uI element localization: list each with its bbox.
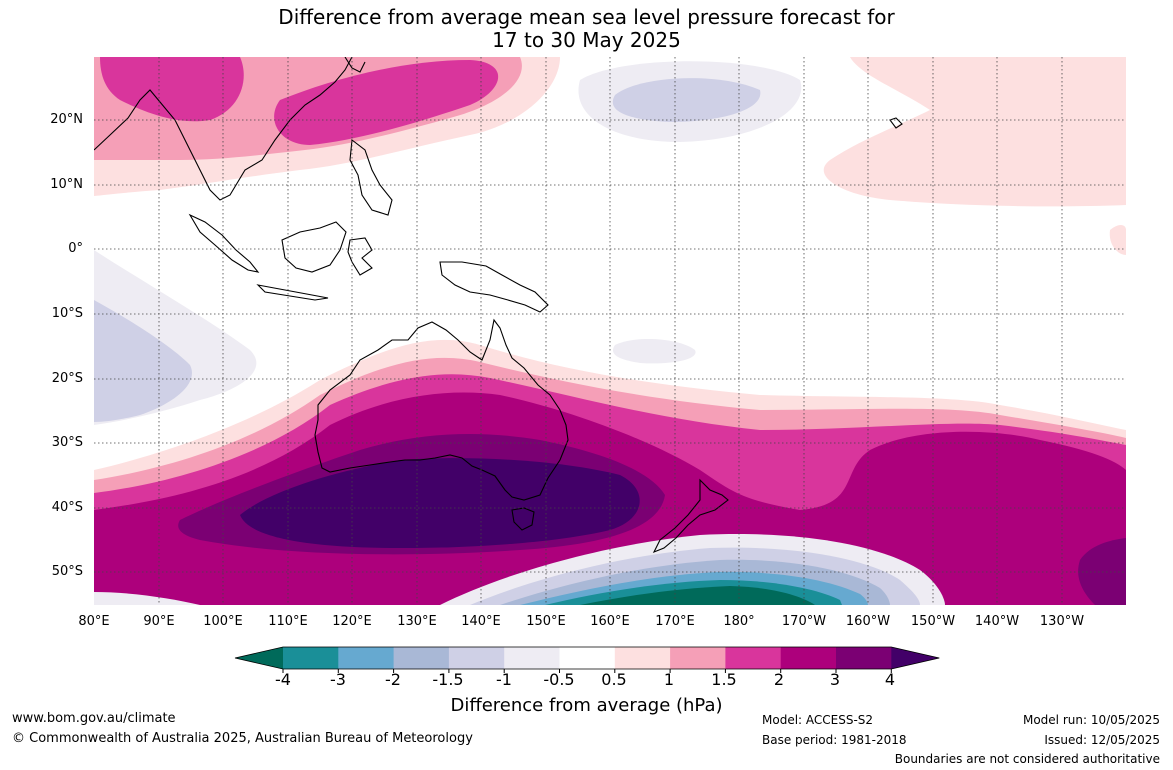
lon-label: 140°W <box>974 614 1020 629</box>
disclaimer-text: Boundaries are not considered authoritat… <box>894 752 1160 766</box>
lat-label-40s: 40°S <box>51 500 83 515</box>
lat-label-50s: 50°S <box>51 564 83 579</box>
lon-label: 100°E <box>203 614 243 629</box>
colorbar-tick-label: -0.5 <box>543 670 575 689</box>
java-coastline <box>256 284 329 301</box>
asia-coastline <box>94 57 353 201</box>
sulawesi-coastline <box>347 237 373 276</box>
lat-label-10n: 10°N <box>50 177 83 192</box>
base-period-text: Base period: 1981-2018 <box>762 733 907 747</box>
contour-west-lavender-dark <box>94 300 192 422</box>
colorbar-tick-label: 0.5 <box>601 670 627 689</box>
sumatra-coastline <box>188 213 260 273</box>
lon-label: 130°W <box>1039 614 1085 629</box>
lat-label-20s: 20°S <box>51 371 83 386</box>
title-line-1: Difference from average mean sea level p… <box>278 5 895 29</box>
colorbar-tick-label: 2 <box>773 670 785 689</box>
website-text: www.bom.gov.au/climate <box>12 711 176 726</box>
lon-label: 160°E <box>590 614 630 629</box>
copyright-text: © Commonwealth of Australia 2025, Austra… <box>12 731 473 746</box>
lon-label: 170°E <box>655 614 695 629</box>
colorbar-tick-label: 1 <box>663 670 675 689</box>
lon-label: 170°W <box>781 614 827 629</box>
australia-coastline <box>314 318 569 501</box>
contour-southwest-lavender <box>94 592 200 605</box>
contour-north-pacific-pink <box>823 57 1126 207</box>
colorbar-tick-label: -1.5 <box>432 670 464 689</box>
lat-label-10s: 10°S <box>51 306 83 321</box>
colorbar-label: Difference from average (hPa) <box>450 695 723 716</box>
colorbar-tick-label: 4 <box>884 670 896 689</box>
contour-southern-ocean-green <box>580 586 815 605</box>
colorbar-tick-label: -1 <box>496 670 512 689</box>
philippines-coastline <box>349 138 393 216</box>
colorbar-tick-label: -2 <box>385 670 401 689</box>
lon-label: 80°E <box>78 614 110 629</box>
colorbar-tick-label: 1.5 <box>711 670 737 689</box>
issued-text: Issued: 12/05/2025 <box>1044 733 1160 747</box>
lon-label: 140°E <box>461 614 501 629</box>
borneo-coastline <box>281 221 347 273</box>
tasmania-coastline <box>511 507 535 531</box>
lon-label: 130°E <box>397 614 437 629</box>
new-guinea-coastline <box>439 261 549 313</box>
lon-label: 160°W <box>845 614 891 629</box>
lat-label-0: 0° <box>68 241 83 256</box>
lat-label-30s: 30°S <box>51 435 83 450</box>
contour-south-indigo <box>240 458 640 548</box>
lon-label: 150°E <box>526 614 566 629</box>
coastlines <box>94 57 903 554</box>
lon-label: 150°W <box>910 614 956 629</box>
colorbar-tick-label: -3 <box>330 670 346 689</box>
hawaii-coastline <box>889 117 903 129</box>
contour-north-magenta-2 <box>274 60 499 145</box>
contour-east-pink-small <box>1109 225 1126 255</box>
lat-label-20n: 20°N <box>50 112 83 127</box>
colorbar-tick-label: -4 <box>275 670 291 689</box>
model-run-text: Model run: 10/05/2025 <box>1022 713 1160 727</box>
model-text: Model: ACCESS-S2 <box>762 713 874 727</box>
japan-coastline <box>344 57 366 73</box>
pressure-anomaly-map <box>94 57 1126 605</box>
contour-east-darkpurple <box>1078 538 1126 605</box>
contour-north-lavender-dark <box>612 78 761 122</box>
lon-label: 120°E <box>332 614 372 629</box>
new-zealand-coastline <box>652 478 729 554</box>
lon-label: 180° <box>723 614 755 629</box>
lon-label: 90°E <box>143 614 175 629</box>
title-line-2: 17 to 30 May 2025 <box>492 28 681 52</box>
colorbar-tick-label: 3 <box>829 670 841 689</box>
graticule <box>94 57 1126 605</box>
lon-label: 110°E <box>268 614 308 629</box>
